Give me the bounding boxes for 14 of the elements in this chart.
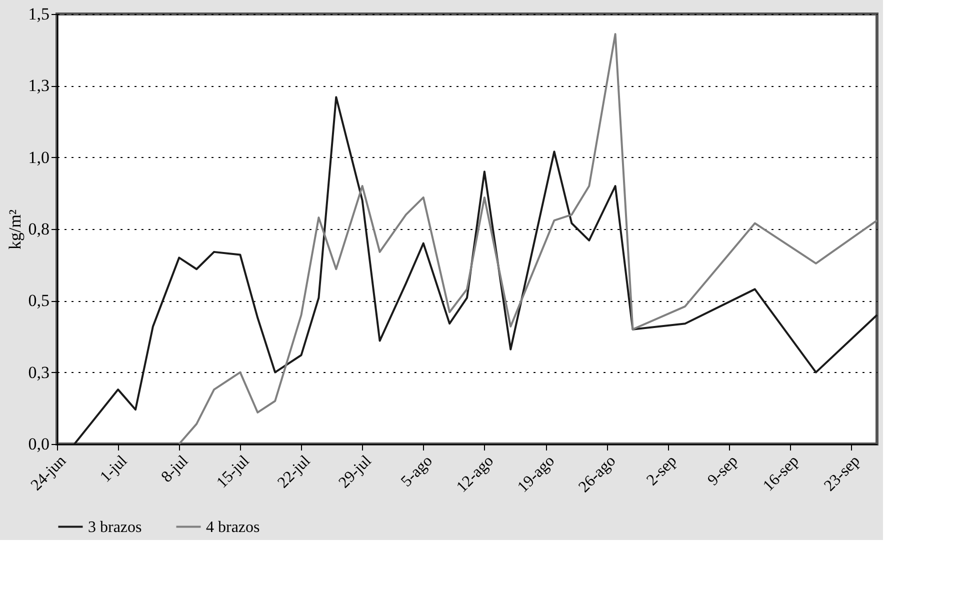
line-series (178, 33, 878, 445)
x-tick-label: 1-jul (97, 452, 131, 486)
y-tick-label: 1,5 (28, 4, 50, 24)
line-series (73, 96, 878, 445)
y-axis-title: kg/m² (5, 209, 24, 250)
legend-label: 4 brazos (206, 518, 260, 536)
x-tick-label: 8-jul (158, 452, 192, 486)
y-tick-label: 0,8 (28, 220, 50, 238)
y-tick-label: 0,0 (28, 434, 50, 454)
y-tick-label: 1,0 (28, 148, 50, 167)
y-tick-label: 0,3 (28, 362, 50, 382)
y-tick-label: 1,3 (28, 76, 50, 96)
legend-label: 3 brazos (88, 518, 142, 536)
y-tick-label: 0,5 (28, 291, 50, 310)
